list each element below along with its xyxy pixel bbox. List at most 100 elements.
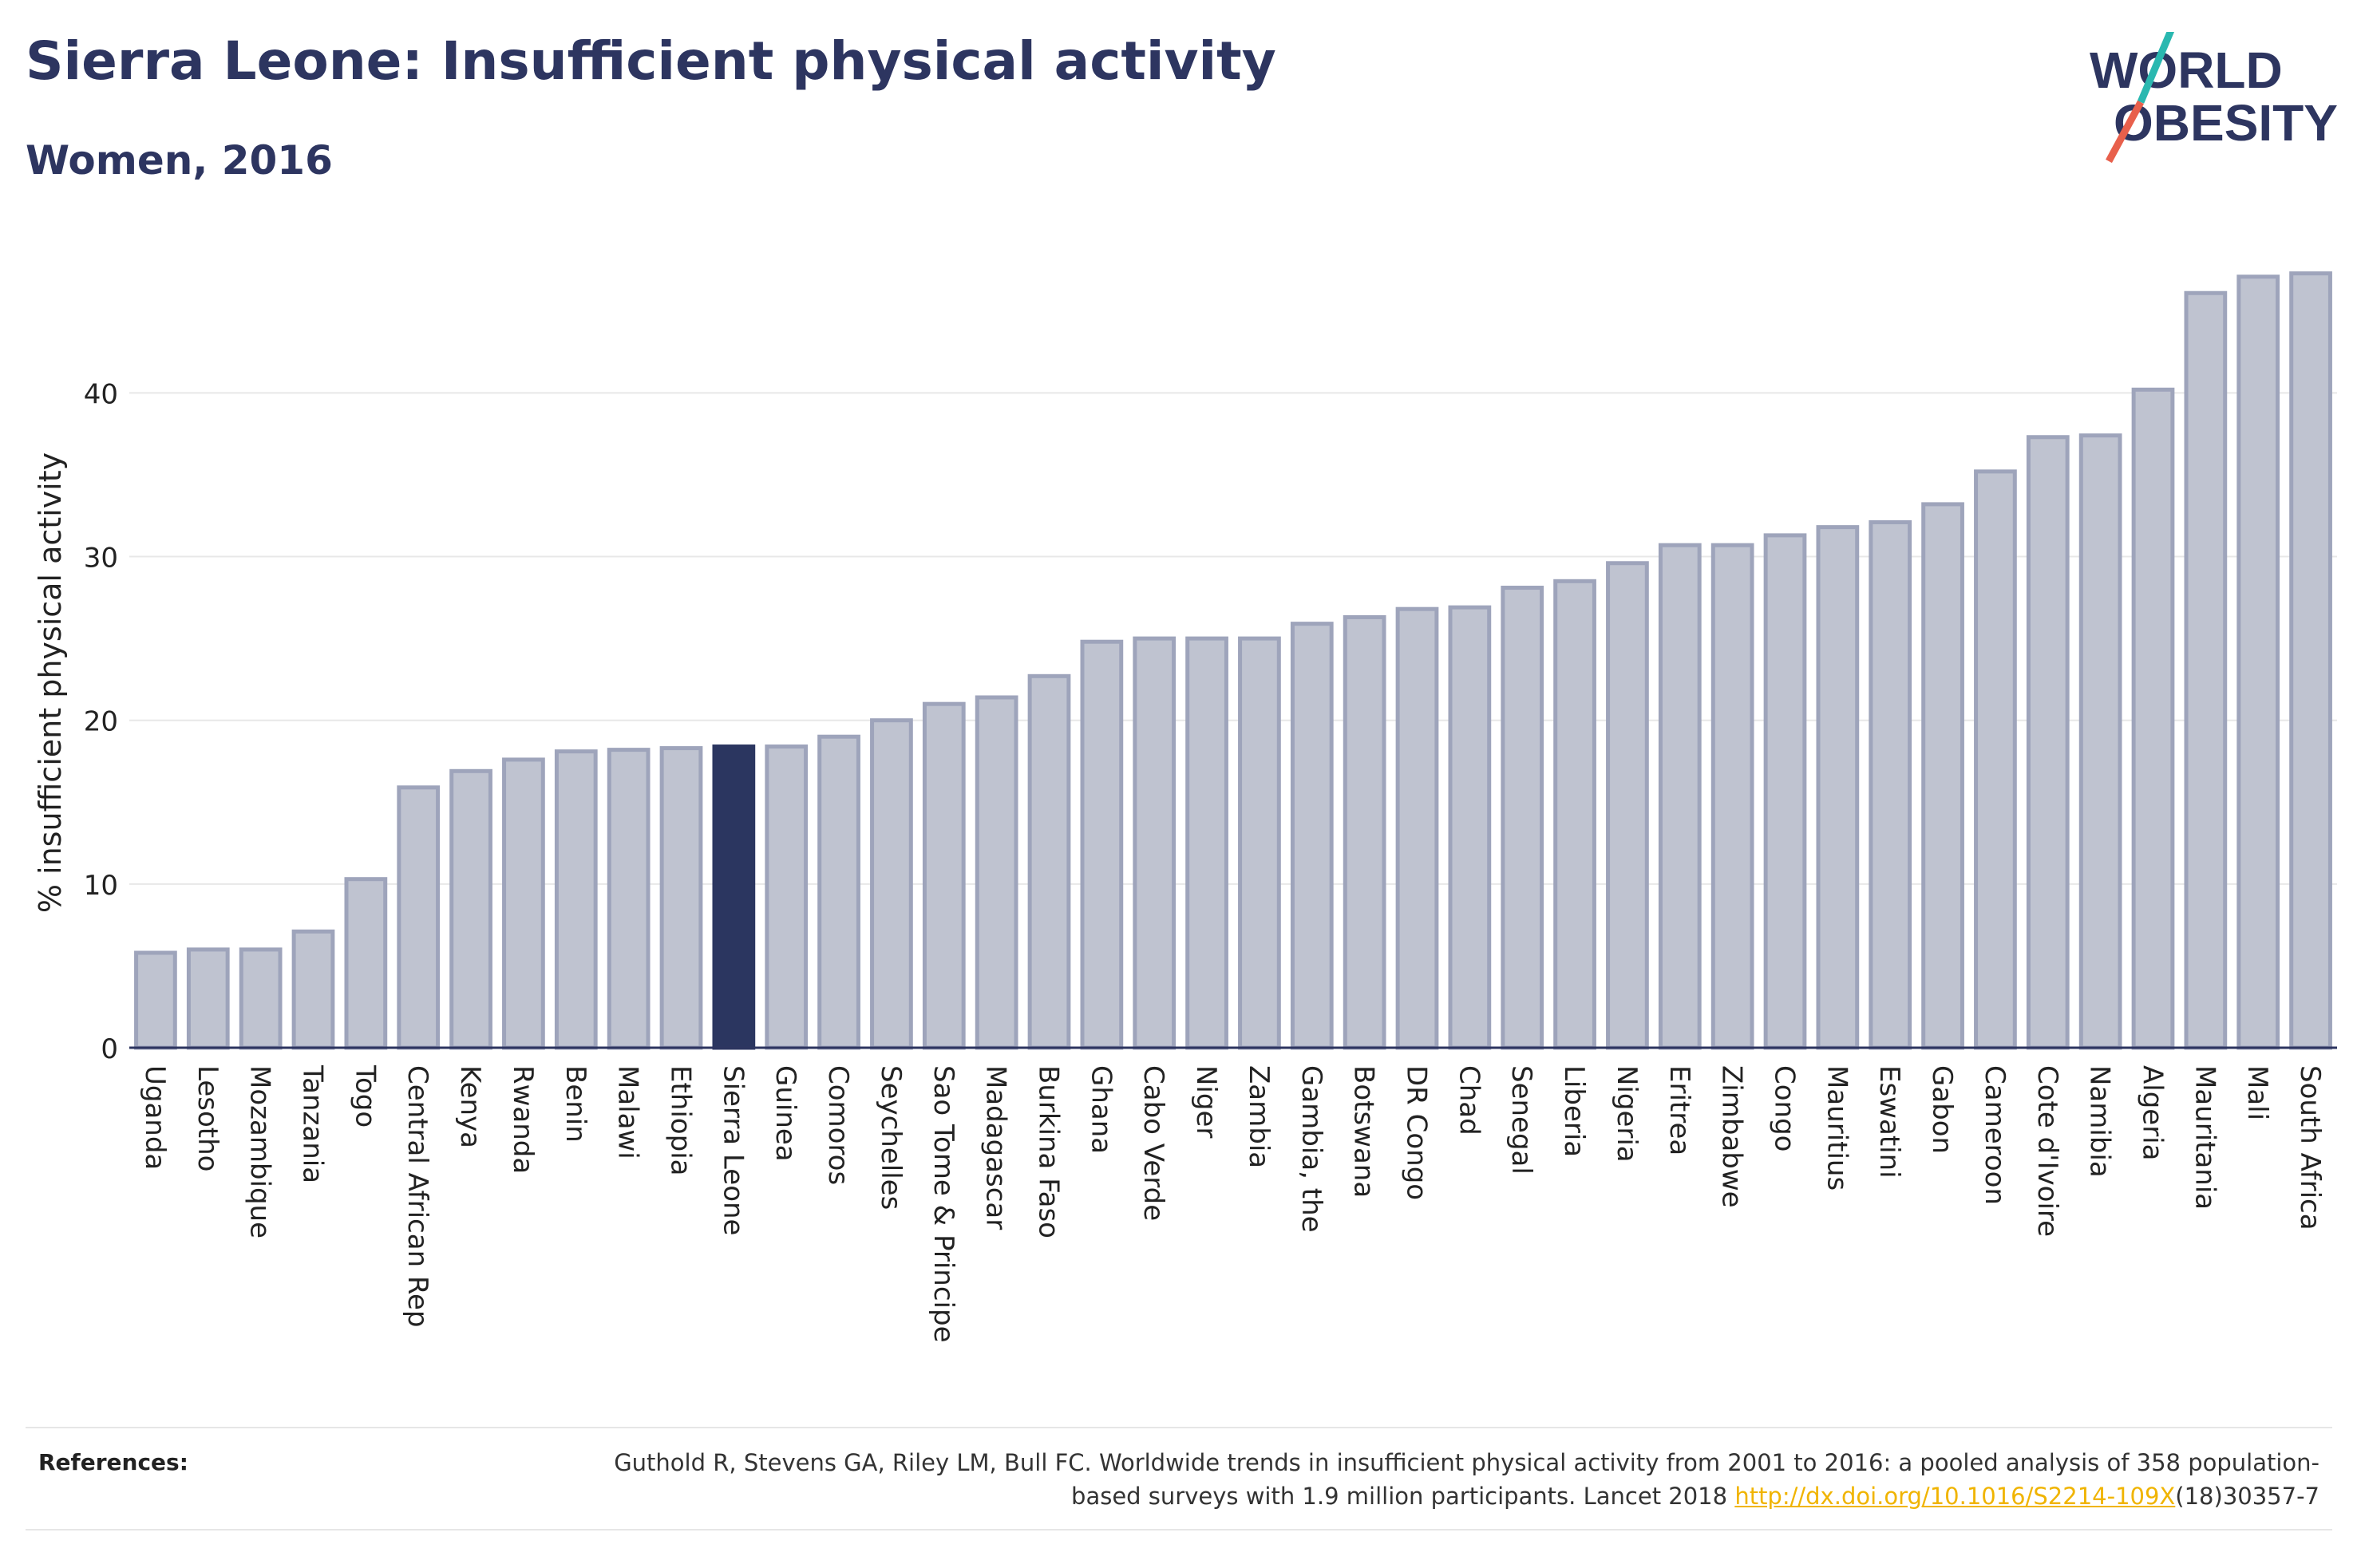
x-tick-label: Eritrea bbox=[1663, 1065, 1695, 1155]
bar bbox=[554, 749, 598, 1050]
y-tick-label: 0 bbox=[101, 1033, 118, 1065]
bar bbox=[2026, 435, 2070, 1050]
x-tick-label: Gambia, the bbox=[1295, 1065, 1327, 1233]
bar bbox=[607, 748, 651, 1050]
x-tick-label: Cameroon bbox=[1979, 1065, 2011, 1205]
x-tick-label: Togo bbox=[349, 1064, 381, 1128]
x-tick-label: DR Congo bbox=[1401, 1065, 1433, 1200]
bar bbox=[449, 768, 492, 1050]
bar bbox=[2236, 274, 2280, 1050]
x-tick-label: South Africa bbox=[2294, 1065, 2326, 1230]
x-tick-label: Lesotho bbox=[192, 1065, 223, 1171]
bar bbox=[1290, 622, 1334, 1050]
x-tick-label: Namibia bbox=[2084, 1065, 2116, 1178]
y-tick-label: 10 bbox=[84, 870, 118, 902]
x-axis: Uganda Lesotho Mozambique Tanzania Togo Centr… bbox=[129, 1046, 2337, 1343]
x-tick-label: Seychelles bbox=[875, 1065, 907, 1210]
x-tick-label: Cote d'Ivoire bbox=[2031, 1065, 2063, 1237]
x-tick-label: Congo bbox=[1769, 1065, 1801, 1151]
references-panel: References: Guthold R, Stevens GA, Riley… bbox=[26, 1427, 2332, 1530]
x-tick-label: Sao Tome & Principe bbox=[927, 1065, 959, 1343]
x-tick-label: Benin bbox=[560, 1065, 591, 1143]
bar bbox=[1501, 586, 1544, 1050]
bar bbox=[186, 947, 230, 1050]
references-label: References: bbox=[38, 1449, 188, 1475]
logo-line-1: WORLD bbox=[2090, 41, 2283, 99]
x-tick-label: Ethiopia bbox=[665, 1065, 697, 1175]
x-tick-label: Eswatini bbox=[1873, 1065, 1905, 1179]
chart-title: Sierra Leone: Insufficient physical acti… bbox=[26, 30, 1276, 92]
bar-chart: 0 10 20 30 40 Uganda Lesotho Mozambique Tanzani… bbox=[33, 271, 2337, 1343]
y-axis-label: % insufficient physical activity bbox=[33, 452, 68, 913]
x-tick-label: Liberia bbox=[1558, 1065, 1590, 1157]
references-text: Guthold R, Stevens GA, Riley LM, Bull FC… bbox=[564, 1446, 2319, 1513]
reference-doi-link[interactable]: http://dx.doi.org/10.1016/S2214-109X bbox=[1734, 1483, 2176, 1510]
reference-citation: Guthold R, Stevens GA, Riley LM, Bull FC… bbox=[614, 1449, 2319, 1510]
x-tick-label: Chad bbox=[1453, 1065, 1485, 1136]
bar bbox=[1133, 636, 1177, 1050]
x-tick-label: Senegal bbox=[1505, 1065, 1537, 1175]
bar bbox=[1974, 469, 2017, 1050]
x-tick-label: Zimbabwe bbox=[1716, 1065, 1748, 1208]
x-tick-label: Nigeria bbox=[1611, 1065, 1643, 1163]
bar bbox=[2078, 433, 2122, 1050]
gridlines bbox=[129, 392, 2337, 885]
x-tick-label: Gabon bbox=[1926, 1065, 1958, 1154]
x-tick-label: Ghana bbox=[1085, 1065, 1117, 1154]
x-tick-label: Uganda bbox=[139, 1065, 171, 1170]
x-tick-label: Sierra Leone bbox=[717, 1065, 749, 1235]
bar bbox=[2289, 271, 2332, 1050]
bar bbox=[2131, 387, 2175, 1050]
reference-doi-suffix: (18)30357-7 bbox=[2175, 1483, 2319, 1510]
x-tick-label: Mauritania bbox=[2189, 1065, 2221, 1210]
bar bbox=[344, 877, 388, 1050]
y-axis: 0 10 20 30 40 bbox=[84, 378, 118, 1065]
bar bbox=[1185, 636, 1228, 1050]
x-tick-label: Burkina Faso bbox=[1033, 1065, 1065, 1238]
bar bbox=[975, 695, 1018, 1050]
bar bbox=[239, 947, 283, 1050]
bar bbox=[1027, 673, 1071, 1050]
bar bbox=[659, 746, 703, 1050]
world-obesity-logo: WORLD OBESITY bbox=[2090, 32, 2338, 164]
bar bbox=[765, 745, 809, 1050]
bars bbox=[134, 271, 2332, 1050]
bar bbox=[922, 701, 966, 1050]
y-tick-label: 40 bbox=[84, 378, 118, 410]
bar bbox=[1710, 543, 1754, 1050]
x-tick-label: Algeria bbox=[2137, 1065, 2169, 1160]
x-tick-label: Madagascar bbox=[980, 1065, 1012, 1230]
bar bbox=[1343, 614, 1386, 1050]
bar bbox=[1238, 636, 1281, 1050]
x-tick-label: Mozambique bbox=[244, 1065, 276, 1238]
bar bbox=[2184, 290, 2228, 1050]
x-tick-label: Mauritius bbox=[1821, 1065, 1853, 1191]
x-tick-label: Kenya bbox=[454, 1065, 486, 1148]
chart-subtitle: Women, 2016 bbox=[26, 137, 333, 184]
x-tick-label: Botswana bbox=[1348, 1065, 1380, 1198]
logo-slash-teal bbox=[2137, 32, 2175, 104]
bar bbox=[134, 950, 177, 1050]
bar bbox=[1606, 561, 1649, 1050]
bar bbox=[817, 734, 860, 1050]
x-tick-label: Comoros bbox=[822, 1065, 854, 1185]
bar bbox=[1395, 606, 1439, 1050]
x-tick-label: Guinea bbox=[769, 1065, 801, 1162]
x-tick-label: Zambia bbox=[1243, 1065, 1275, 1168]
bar bbox=[1869, 519, 1912, 1050]
x-tick-label: Central African Rep bbox=[401, 1065, 433, 1328]
x-tick-label: Malawi bbox=[612, 1065, 644, 1159]
logo-slash-coral bbox=[2106, 100, 2144, 164]
y-tick-label: 20 bbox=[84, 706, 118, 738]
bar bbox=[870, 718, 913, 1050]
x-tick-label: Mali bbox=[2241, 1065, 2273, 1120]
bar bbox=[397, 785, 441, 1050]
bar bbox=[1816, 525, 1860, 1050]
bar bbox=[1553, 579, 1596, 1050]
bar bbox=[502, 757, 545, 1050]
bar bbox=[712, 745, 756, 1050]
bar bbox=[1763, 533, 1807, 1050]
logo-line-2: OBESITY bbox=[2114, 94, 2338, 152]
bar bbox=[1658, 543, 1702, 1050]
bar bbox=[1921, 502, 1964, 1050]
